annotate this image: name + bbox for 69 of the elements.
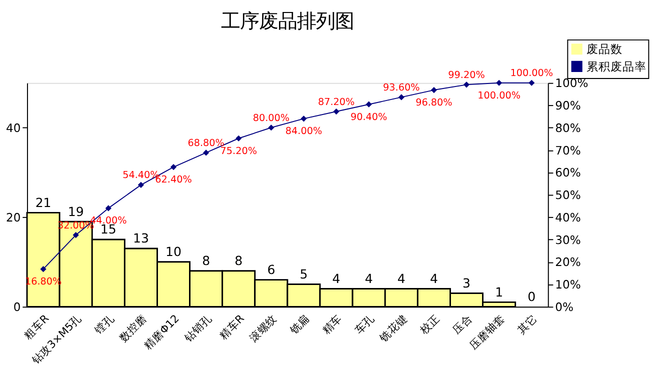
point	[203, 150, 210, 156]
data-label: 5	[300, 266, 308, 282]
data-label: 4	[430, 270, 438, 286]
point	[300, 116, 307, 122]
data-label: 8	[202, 253, 210, 268]
point	[268, 124, 274, 131]
point	[463, 82, 470, 88]
x-tick-label: 精车R	[216, 312, 248, 342]
y2-tick-label: 40%	[555, 210, 581, 224]
data-label: 4	[364, 270, 373, 286]
data-label: 10	[166, 244, 182, 260]
point	[138, 182, 144, 188]
x-tick-label: 滚螺纹	[246, 312, 280, 345]
x-tick-label: 铣花键	[376, 312, 410, 346]
legend-label: 废品数	[586, 42, 622, 56]
x-tick-label: 铣扁	[286, 312, 312, 338]
x-tick-label: 精车	[320, 312, 345, 337]
point	[496, 80, 502, 86]
data-label: 100.00%	[510, 68, 554, 80]
data-label: 87.20%	[318, 96, 355, 108]
x-tick-label: 校正	[416, 312, 442, 338]
data-label: 4	[397, 270, 406, 286]
data-label: 21	[35, 194, 52, 210]
point	[528, 80, 535, 86]
data-label: 4	[332, 270, 340, 286]
data-label: 96.80%	[416, 97, 452, 108]
data-label: 0	[528, 288, 536, 304]
data-label: 100.00%	[478, 90, 520, 102]
x-tick-label: 车孔	[352, 312, 378, 337]
point	[398, 94, 404, 100]
data-label: 84.00%	[285, 126, 322, 138]
chart-title: 工序废品排列图	[220, 9, 354, 32]
y2-tick-label: 10%	[555, 278, 581, 292]
x-tick-label: 钻销孔	[181, 312, 214, 346]
data-label: 3	[462, 275, 470, 290]
point	[430, 86, 437, 94]
point	[40, 266, 46, 272]
y2-tick-label: 100%	[555, 76, 588, 90]
point	[366, 101, 372, 108]
y2-tick-label: 60%	[555, 166, 581, 180]
x-tick-label: 压合	[450, 312, 475, 337]
x-tick-label: 其它	[515, 312, 540, 337]
data-label: 1	[495, 284, 504, 300]
point	[333, 108, 340, 115]
y2-tick-label: 20%	[555, 255, 581, 270]
data-label: 75.20%	[220, 146, 257, 157]
y2-tick-label: 50%	[555, 188, 581, 202]
data-label: 93.60%	[383, 82, 420, 94]
point	[170, 164, 177, 170]
x-tick-label: 镗孔	[91, 312, 117, 338]
y2-tick-label: 80%	[555, 120, 581, 135]
point	[72, 232, 79, 238]
y-tick-label: 40	[6, 120, 21, 135]
legend-label: 累积废品率	[586, 59, 646, 74]
data-label: 99.20%	[448, 70, 485, 81]
data-label: 13	[132, 230, 149, 246]
data-label: 8	[234, 253, 243, 268]
y-tick-label: 20	[6, 210, 21, 224]
data-label: 19	[68, 204, 84, 219]
data-label: 80.00%	[252, 112, 290, 124]
data-label: 90.40%	[350, 112, 388, 123]
y2-tick-label: 0%	[555, 300, 574, 314]
y2-tick-label: 90%	[555, 98, 581, 113]
y-tick-label: 0	[13, 300, 21, 314]
point	[105, 205, 112, 212]
y2-tick-label: 70%	[555, 143, 581, 158]
y2-tick-label: 30%	[555, 232, 581, 247]
point	[236, 135, 242, 142]
data-label: 6	[267, 262, 276, 278]
